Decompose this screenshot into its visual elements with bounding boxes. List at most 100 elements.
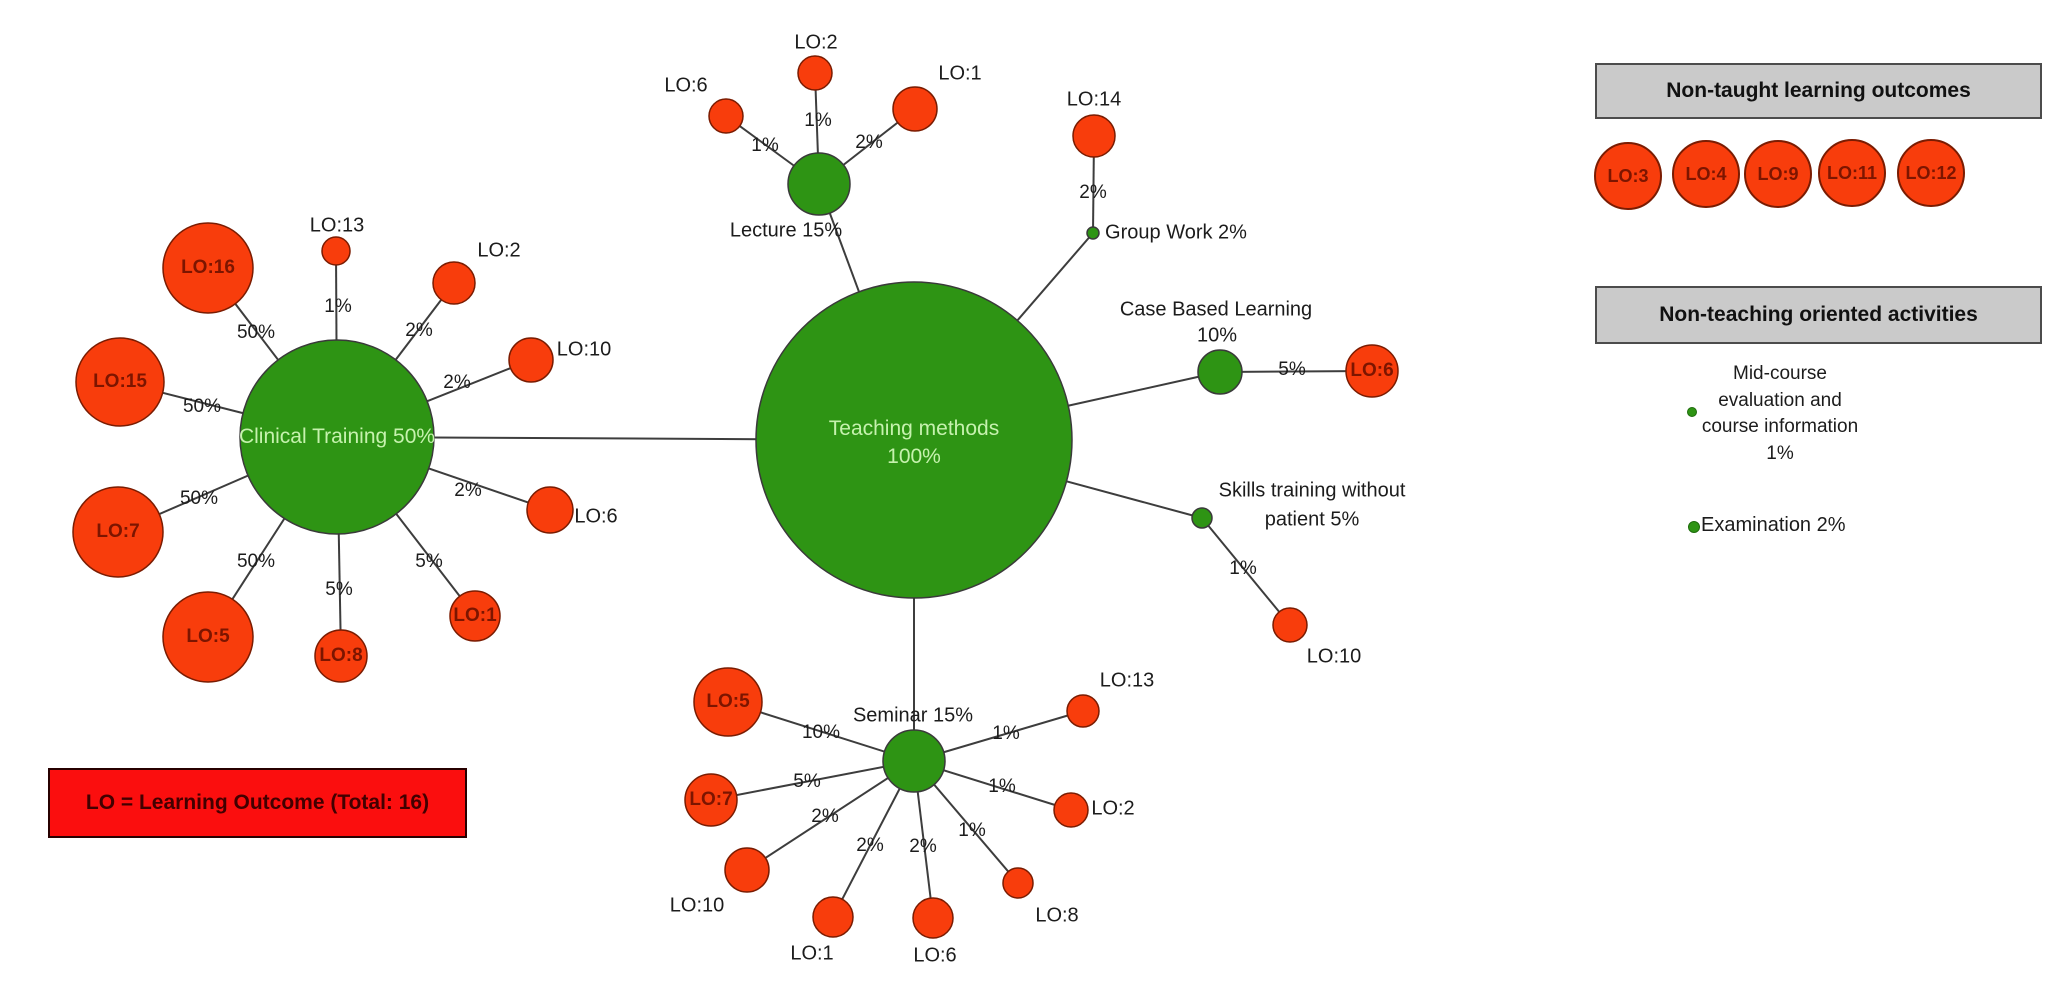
mid-course-item: Mid-course evaluation and course informa… xyxy=(1630,361,1930,467)
pct-lecture-lo2: 1% xyxy=(804,110,832,131)
pct-clinical-lo16: 50% xyxy=(236,322,276,343)
seminar-lo13-node xyxy=(1066,694,1100,728)
pct-skills-lo10: 1% xyxy=(1229,558,1257,579)
non-taught-header: Non-taught learning outcomes xyxy=(1595,63,2042,119)
clinical-lo10-label: LO:10 xyxy=(556,338,612,361)
clinical-lo10-node xyxy=(508,337,554,383)
seminar-lo10-node xyxy=(724,847,770,893)
clinical-training-label: Clinical Training 50% xyxy=(238,425,436,448)
lecture-lo1-label: LO:1 xyxy=(938,62,982,85)
examination-dot xyxy=(1688,521,1700,533)
seminar-label: Seminar 15% xyxy=(852,704,974,727)
pct-lecture-lo6: 1% xyxy=(751,135,779,156)
seminar-lo1-label: LO:1 xyxy=(790,942,834,965)
pct-clinical-lo8: 5% xyxy=(325,579,353,600)
pct-seminar-lo8: 1% xyxy=(958,820,986,841)
clinical-lo7-node xyxy=(72,486,164,578)
seminar-lo13-label: LO:13 xyxy=(1099,669,1155,692)
lecture-label: Lecture 15% xyxy=(729,219,843,242)
pct-clinical-lo10: 2% xyxy=(443,372,471,393)
clinical-lo1-inside: LO:1 xyxy=(453,605,497,626)
lo-legend-label: LO = Learning Outcome (Total: 16) xyxy=(85,791,430,814)
skills-lo10-label: LO:10 xyxy=(1306,645,1362,668)
pct-seminar-lo1: 2% xyxy=(856,835,884,856)
groupwork-lo14-label: LO:14 xyxy=(1066,88,1122,111)
pct-seminar-lo10: 2% xyxy=(811,806,839,827)
clinical-lo16-inside: LO:16 xyxy=(181,257,235,278)
clinical-lo6-node xyxy=(526,486,574,534)
casebased-label-line1: Case Based Learning xyxy=(1119,298,1313,321)
pct-clinical-lo6: 2% xyxy=(454,480,482,501)
lecture-lo1-node xyxy=(892,86,938,132)
seminar-lo2-node xyxy=(1053,792,1089,828)
seminar-lo7-inside: LO:7 xyxy=(689,789,733,810)
edge-seminar-seminar-lo7 xyxy=(710,760,915,801)
non-taught-header-label: Non-taught learning outcomes xyxy=(1666,79,1971,102)
clinical-lo8-node xyxy=(314,629,368,683)
pct-clinical-lo2: 2% xyxy=(405,320,433,341)
lecture-lo6-label: LO:6 xyxy=(664,74,708,97)
clinical-lo16-node xyxy=(162,222,254,314)
non-taught-circle-lo3: LO:3 xyxy=(1594,142,1662,210)
non-taught-circle-lo11: LO:11 xyxy=(1818,139,1886,207)
seminar-lo8-label: LO:8 xyxy=(1035,904,1079,927)
mid-course-line3: course information xyxy=(1701,416,1859,437)
skills-lo10-node xyxy=(1272,607,1308,643)
seminar-lo6-node xyxy=(912,897,954,939)
groupwork-node xyxy=(1086,226,1100,240)
teaching-methods-label-line1: Teaching methods xyxy=(828,417,1000,440)
clinical-lo7-inside: LO:7 xyxy=(96,521,140,542)
lecture-lo2-label: LO:2 xyxy=(794,31,838,54)
clinical-lo13-label: LO:13 xyxy=(309,214,365,237)
clinical-lo6-label: LO:6 xyxy=(574,505,618,528)
teaching-methods-label-line2: 100% xyxy=(887,445,941,468)
pct-clinical-lo13: 1% xyxy=(324,296,352,317)
skills-node xyxy=(1191,507,1213,529)
pct-clinical-lo5: 50% xyxy=(236,551,276,572)
pct-seminar-lo5: 10% xyxy=(801,722,841,743)
pct-clinical-lo1: 5% xyxy=(415,551,443,572)
pct-groupwork-lo14: 2% xyxy=(1079,182,1107,203)
edge-seminar-seminar-lo10 xyxy=(746,760,915,871)
pct-seminar-lo6: 2% xyxy=(909,836,937,857)
seminar-lo5-node xyxy=(693,667,763,737)
clinical-lo5-node xyxy=(162,591,254,683)
lo-legend-box: LO = Learning Outcome (Total: 16) xyxy=(48,768,467,838)
teaching-node xyxy=(755,281,1073,599)
edge-skills-skills-lo10 xyxy=(1201,517,1291,626)
pct-lecture-lo1: 2% xyxy=(855,132,883,153)
mid-course-line4: 1% xyxy=(1766,442,1794,464)
casebased-label-line2: 10% xyxy=(1196,324,1238,347)
pct-seminar-lo13: 1% xyxy=(992,723,1020,744)
skills-label-line1: Skills training without xyxy=(1218,479,1406,502)
clinical-lo8-inside: LO:8 xyxy=(319,645,363,666)
seminar-lo5-inside: LO:5 xyxy=(706,691,750,712)
lecture-node xyxy=(787,152,851,216)
non-taught-circle-lo4: LO:4 xyxy=(1672,140,1740,208)
pct-seminar-lo2: 1% xyxy=(988,776,1016,797)
clinical-lo13-node xyxy=(321,236,351,266)
seminar-lo10-label: LO:10 xyxy=(669,894,725,917)
mid-course-line2: evaluation and xyxy=(1718,389,1842,411)
lecture-lo2-node xyxy=(797,55,833,91)
non-taught-circle-lo12: LO:12 xyxy=(1897,139,1965,207)
lecture-lo6-node xyxy=(708,98,744,134)
pct-seminar-lo7: 5% xyxy=(793,771,821,792)
non-teaching-header: Non-teaching oriented activities xyxy=(1595,286,2042,344)
pct-clinical-lo7: 50% xyxy=(179,488,219,509)
seminar-lo8-node xyxy=(1002,867,1034,899)
seminar-lo2-label: LO:2 xyxy=(1091,797,1135,820)
groupwork-lo14-node xyxy=(1072,114,1116,158)
seminar-node xyxy=(882,729,946,793)
casebased-lo6-node xyxy=(1345,344,1399,398)
seminar-lo6-label: LO:6 xyxy=(913,944,957,967)
pct-casebased-lo6: 5% xyxy=(1278,359,1306,380)
non-teaching-header-label: Non-teaching oriented activities xyxy=(1659,303,1978,326)
clinical-lo15-inside: LO:15 xyxy=(93,371,147,392)
seminar-lo1-node xyxy=(812,896,854,938)
mid-course-dot xyxy=(1687,407,1697,417)
skills-label-line2: patient 5% xyxy=(1264,508,1360,531)
groupwork-label: Group Work 2% xyxy=(1105,221,1247,244)
